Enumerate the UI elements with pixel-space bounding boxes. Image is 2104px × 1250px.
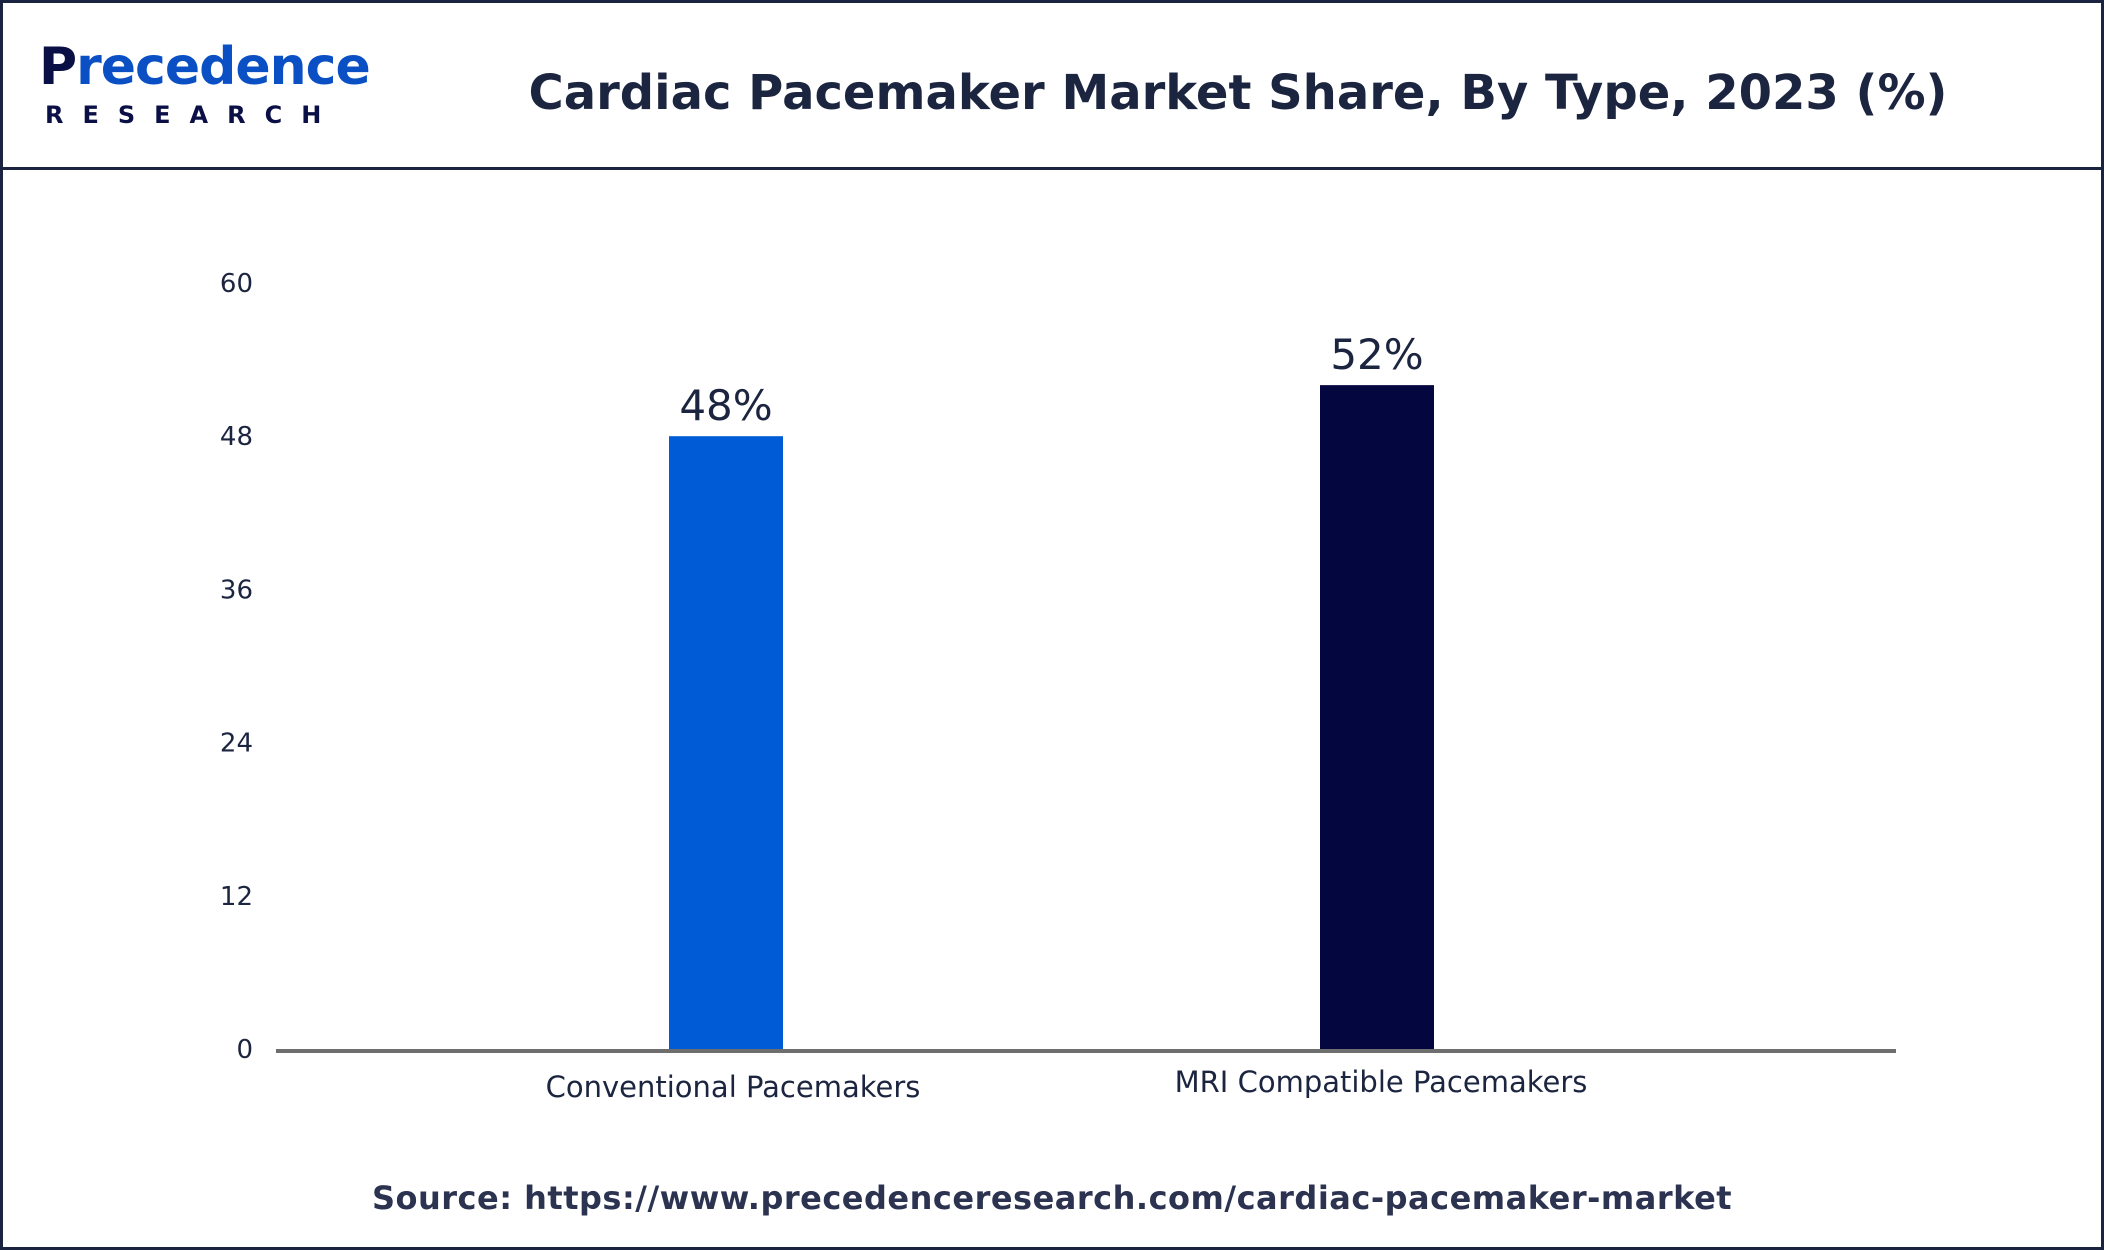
y-tick-label: 12 — [220, 882, 253, 912]
data-labels: 48% 52% — [679, 330, 1423, 430]
data-label: 52% — [1330, 330, 1423, 379]
y-tick-label: 0 — [236, 1035, 253, 1065]
logo-wordmark: Precedence — [39, 37, 371, 97]
data-label: 48% — [679, 381, 772, 430]
bars — [669, 385, 1434, 1050]
y-tick-label: 48 — [220, 422, 253, 452]
logo-rest-letters: recedence — [76, 37, 371, 97]
y-tick-label: 60 — [220, 269, 253, 299]
x-axis-ticks: Conventional Pacemakers MRI Compatible Pa… — [546, 1065, 1588, 1104]
header: Precedence RESEARCH Cardiac Pacemaker Ma… — [3, 3, 2101, 170]
brand-logo: Precedence RESEARCH — [39, 39, 371, 129]
bar — [1320, 385, 1434, 1050]
y-axis-ticks: 0 12 24 36 48 60 — [220, 269, 253, 1065]
x-tick-label: Conventional Pacemakers — [546, 1070, 921, 1104]
y-tick-label: 24 — [220, 729, 253, 759]
source-note: Source: https://www.precedenceresearch.c… — [371, 1179, 1733, 1217]
bar-chart: 0 12 24 36 48 60 48% 52% Conventional Pacemake… — [220, 269, 1896, 1104]
x-tick-label: MRI Compatible Pacemakers — [1175, 1065, 1588, 1099]
logo-subtitle: RESEARCH — [45, 101, 341, 129]
page-title: Cardiac Pacemaker Market Share, By Type,… — [528, 65, 1948, 121]
bar — [669, 436, 783, 1049]
y-tick-label: 36 — [220, 575, 253, 605]
logo-first-letter: P — [39, 37, 77, 97]
